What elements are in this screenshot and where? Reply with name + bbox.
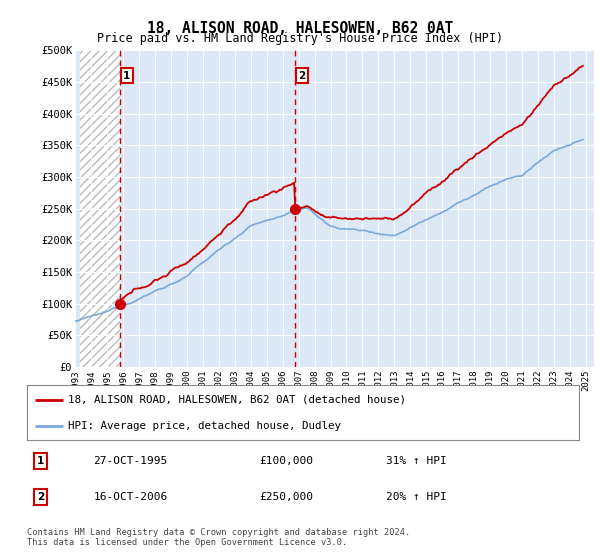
Text: 31% ↑ HPI: 31% ↑ HPI xyxy=(386,456,446,466)
Text: 18, ALISON ROAD, HALESOWEN, B62 0AT: 18, ALISON ROAD, HALESOWEN, B62 0AT xyxy=(147,21,453,36)
Text: 20% ↑ HPI: 20% ↑ HPI xyxy=(386,492,446,502)
Text: Price paid vs. HM Land Registry's House Price Index (HPI): Price paid vs. HM Land Registry's House … xyxy=(97,32,503,45)
Bar xyxy=(80,50,120,367)
Text: 1: 1 xyxy=(37,456,44,466)
Text: 2: 2 xyxy=(298,71,305,81)
Text: 2: 2 xyxy=(37,492,44,502)
Text: 18, ALISON ROAD, HALESOWEN, B62 0AT (detached house): 18, ALISON ROAD, HALESOWEN, B62 0AT (det… xyxy=(68,395,406,404)
Text: 1: 1 xyxy=(123,71,130,81)
Text: £100,000: £100,000 xyxy=(259,456,313,466)
Text: 16-OCT-2006: 16-OCT-2006 xyxy=(93,492,167,502)
Text: 27-OCT-1995: 27-OCT-1995 xyxy=(93,456,167,466)
Text: £250,000: £250,000 xyxy=(259,492,313,502)
Text: Contains HM Land Registry data © Crown copyright and database right 2024.
This d: Contains HM Land Registry data © Crown c… xyxy=(27,528,410,547)
Text: HPI: Average price, detached house, Dudley: HPI: Average price, detached house, Dudl… xyxy=(68,421,341,431)
